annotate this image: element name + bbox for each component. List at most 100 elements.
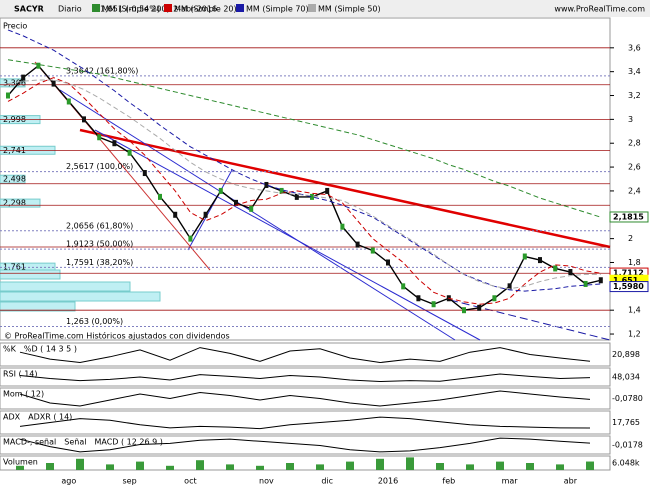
volume-bar (526, 463, 534, 470)
profile-label: 1,761 (3, 263, 26, 272)
candle (173, 211, 178, 218)
indicator-line (19, 347, 591, 364)
main-frame (0, 17, 611, 341)
candle (234, 199, 238, 206)
x-tick-label: oct (184, 477, 196, 486)
channel-line (94, 129, 481, 341)
profile-bar (0, 174, 26, 184)
channel-line (187, 169, 233, 251)
panel-label: RSI ( 14) (3, 370, 38, 379)
legend-entry: MM (Simple 20) (174, 5, 237, 14)
volume-bar (406, 457, 414, 470)
profile-bar (0, 198, 41, 208)
candle (598, 277, 603, 284)
candle (142, 170, 147, 177)
x-tick-label: 2016 (378, 477, 398, 486)
candle (127, 149, 132, 156)
volume-bar (586, 461, 594, 470)
candle (97, 134, 102, 141)
volume-bar (346, 461, 354, 470)
price-tag-label: 1,651 (613, 276, 639, 285)
candle (553, 265, 558, 272)
panel-label: %K (3, 345, 17, 354)
legend-entry: MM (Simple 50) (318, 5, 381, 14)
candle (386, 259, 390, 266)
price-tag-label: 2,1815 (613, 212, 644, 221)
candle (203, 211, 208, 218)
x-tick-label: mar (502, 477, 519, 486)
channel-line (59, 89, 456, 341)
y-tick-label: 2,4 (628, 186, 641, 195)
price-label: Precio (3, 22, 27, 31)
fib-label: 1,7591 (38,20%) (66, 258, 133, 267)
y-tick-label: 2 (628, 234, 633, 243)
candle (264, 181, 269, 188)
site: www.ProRealTime.com (554, 5, 645, 14)
legend-swatch (164, 4, 172, 12)
volume-bar (46, 463, 54, 470)
x-tick-label: sep (123, 477, 137, 486)
profile-bar (0, 301, 76, 312)
y-tick-label: 2,8 (628, 139, 641, 148)
panel-last: 48,034 (612, 373, 640, 382)
y-tick-label: 3,2 (628, 91, 641, 100)
candle (188, 235, 193, 242)
candle (294, 193, 299, 200)
legend-entry: MM (Simple 200) (102, 5, 170, 14)
x-tick-label: nov (259, 477, 274, 486)
legend-swatch (236, 4, 244, 12)
fib-label: 2,0656 (61,80%) (66, 221, 133, 230)
candle (158, 193, 162, 200)
moving-average (7, 79, 601, 290)
candle (583, 280, 588, 287)
panel-label: %D ( 14 3 5 ) (24, 345, 77, 354)
volume-bar (16, 465, 24, 470)
candle (112, 140, 117, 147)
volume-bar (166, 465, 174, 470)
panel-label: MACD ( 12 26 9 ) (94, 438, 162, 447)
indicator-line (19, 437, 591, 453)
x-tick-label: dic (321, 477, 333, 486)
copyright: © ProRealTime.com Históricos ajustados c… (4, 331, 230, 341)
volume-bar (376, 458, 384, 470)
panel-frame (0, 435, 611, 455)
volume-bar (466, 464, 474, 470)
profile-label: 3,306 (3, 78, 26, 87)
profile-bar (0, 269, 61, 280)
panel-label: ADXR ( 14) (28, 413, 72, 422)
volume-bar (226, 464, 234, 470)
legend-swatch (92, 4, 100, 12)
fib-label: 1,9123 (50,00%) (66, 240, 133, 249)
candle (401, 283, 406, 290)
moving-average (7, 29, 601, 292)
candle (568, 269, 573, 276)
y-tick-label: 1,8 (628, 258, 641, 267)
candle (249, 205, 254, 212)
y-tick-label: 2,6 (628, 163, 641, 172)
candle (416, 295, 421, 302)
panel-label: ADX (3, 413, 21, 422)
candle (66, 98, 71, 105)
candle (538, 257, 542, 264)
y-tick-label: 1,4 (628, 306, 641, 315)
panel-last: -0,0178 (612, 441, 643, 450)
price-tag-label: 1,5980 (613, 282, 644, 291)
candle (310, 193, 314, 200)
volume-bar (76, 458, 84, 470)
panel-label: Volumen (3, 458, 38, 467)
candle (36, 62, 41, 69)
profile-label: 2,498 (3, 175, 26, 184)
volume-bar (316, 464, 324, 470)
y-tick-label: 3,6 (628, 43, 641, 52)
panel-frame (0, 367, 611, 387)
volume-bar (556, 464, 564, 470)
fib-label: 2,5617 (100,0%) (66, 162, 133, 171)
candle (431, 301, 436, 308)
y-tick-label: 3,4 (628, 67, 641, 76)
candle (477, 304, 482, 311)
x-tick-label: ago (61, 477, 76, 486)
panel-label: Señal (64, 438, 86, 447)
x-tick-label: abr (564, 477, 578, 486)
panel-last: -0,0780 (612, 394, 643, 403)
